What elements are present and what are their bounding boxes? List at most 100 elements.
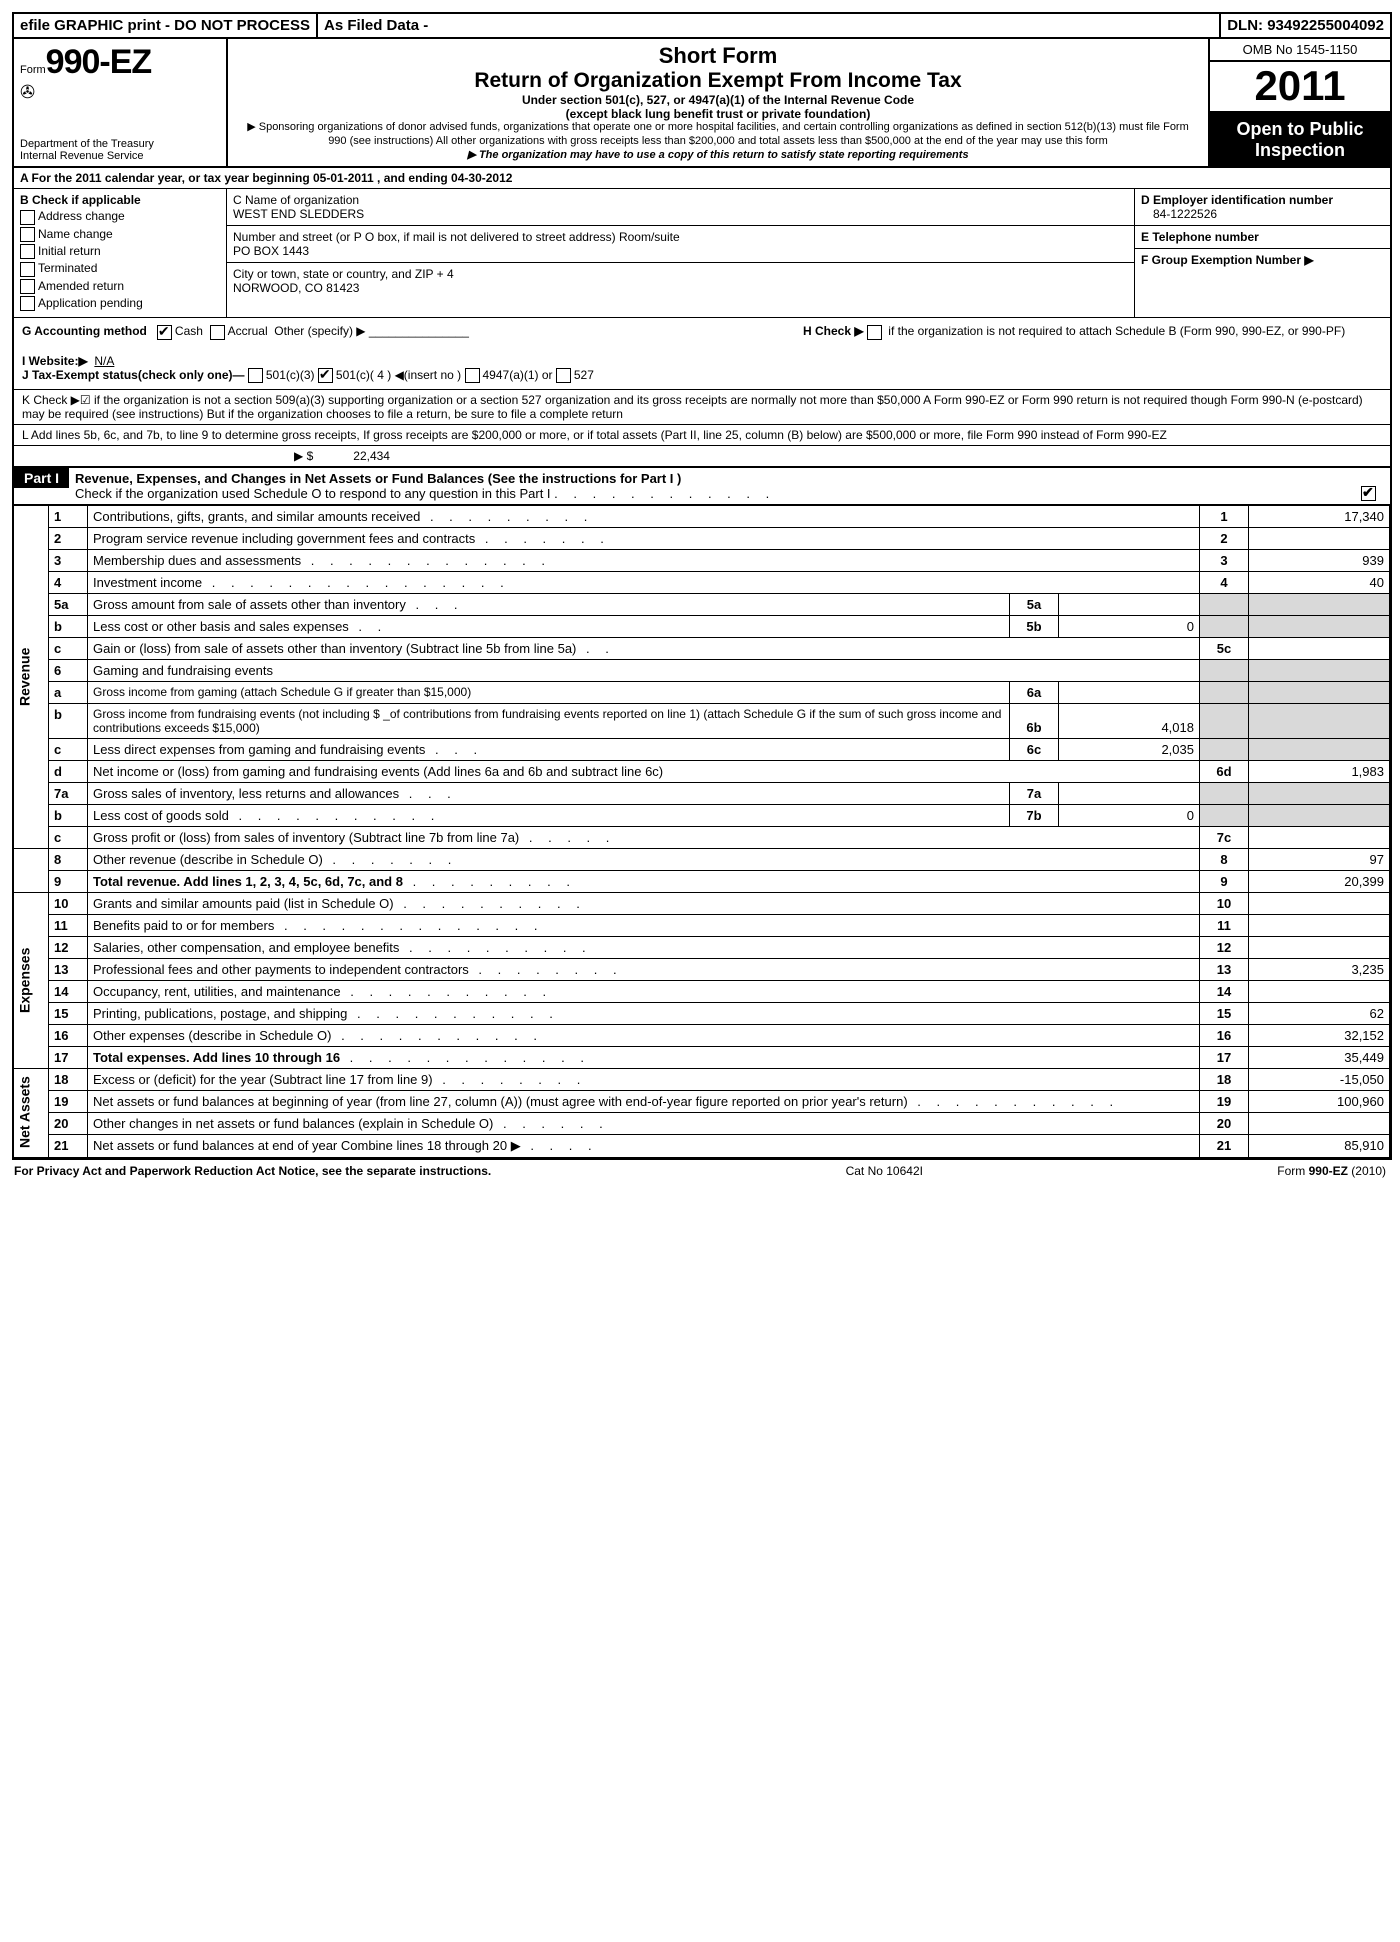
org-name: WEST END SLEDDERS bbox=[233, 207, 364, 221]
d1: Contributions, gifts, grants, and simila… bbox=[93, 509, 420, 524]
ck-schedule-o[interactable] bbox=[1361, 486, 1376, 501]
d21: Net assets or fund balances at end of ye… bbox=[93, 1138, 521, 1153]
k8: 8 bbox=[1200, 848, 1249, 870]
l-amount-label: ▶ $ bbox=[294, 449, 313, 463]
h-block: H Check ▶ if the organization is not req… bbox=[795, 318, 1390, 389]
d14: Occupancy, rent, utilities, and maintena… bbox=[93, 984, 341, 999]
d6c: Less direct expenses from gaming and fun… bbox=[93, 742, 425, 757]
n21: 21 bbox=[49, 1134, 88, 1157]
ck-501c3[interactable] bbox=[248, 368, 263, 383]
k13: 13 bbox=[1200, 958, 1249, 980]
n5b: b bbox=[49, 615, 88, 637]
d6a: Gross income from gaming (attach Schedul… bbox=[88, 681, 1010, 703]
d20: Other changes in net assets or fund bala… bbox=[93, 1116, 493, 1131]
n8: 8 bbox=[49, 848, 88, 870]
tax-year: 2011 bbox=[1210, 62, 1390, 113]
g-other: Other (specify) ▶ bbox=[274, 324, 365, 338]
j-row: J Tax-Exempt status(check only one)— 501… bbox=[22, 368, 594, 382]
ck-4947[interactable] bbox=[465, 368, 480, 383]
gh-block: G Accounting method Cash Accrual Other (… bbox=[14, 318, 1390, 390]
header-row: Form990-EZ ✇ Department of the Treasury … bbox=[14, 39, 1390, 168]
ck-initial-return[interactable]: Initial return bbox=[20, 244, 220, 259]
j-label: J Tax-Exempt status(check only one)— bbox=[22, 368, 245, 382]
k-line: K Check ▶☑ if the organization is not a … bbox=[14, 390, 1390, 425]
ck-527[interactable] bbox=[556, 368, 571, 383]
irs: Internal Revenue Service bbox=[20, 150, 220, 162]
n19: 19 bbox=[49, 1090, 88, 1112]
form-number: Form990-EZ ✇ bbox=[20, 43, 220, 103]
sv6b: 4,018 bbox=[1059, 703, 1200, 738]
ck-accrual[interactable] bbox=[210, 325, 225, 340]
n20: 20 bbox=[49, 1112, 88, 1134]
page-footer: For Privacy Act and Paperwork Reduction … bbox=[12, 1160, 1388, 1178]
sk5a: 5a bbox=[1010, 593, 1059, 615]
sponsor-note: ▶ Sponsoring organizations of donor advi… bbox=[238, 121, 1198, 149]
d18: Excess or (deficit) for the year (Subtra… bbox=[93, 1072, 433, 1087]
sv7a bbox=[1059, 782, 1200, 804]
k4: 4 bbox=[1200, 571, 1249, 593]
v3: 939 bbox=[1249, 549, 1390, 571]
b-header: B Check if applicable bbox=[20, 193, 141, 207]
k3: 3 bbox=[1200, 549, 1249, 571]
k19: 19 bbox=[1200, 1090, 1249, 1112]
k17: 17 bbox=[1200, 1046, 1249, 1068]
sk6c: 6c bbox=[1010, 738, 1059, 760]
part1-title: Revenue, Expenses, and Changes in Net As… bbox=[75, 471, 681, 486]
d5a: Gross amount from sale of assets other t… bbox=[93, 597, 406, 612]
v17: 35,449 bbox=[1249, 1046, 1390, 1068]
col-def: D Employer identification number 84-1222… bbox=[1135, 189, 1390, 317]
n6c: c bbox=[49, 738, 88, 760]
form-num-big: 990-EZ bbox=[46, 43, 152, 81]
v11 bbox=[1249, 914, 1390, 936]
ck-501c[interactable] bbox=[318, 368, 333, 383]
ck-schedule-b[interactable] bbox=[867, 325, 882, 340]
d7c: Gross profit or (loss) from sales of inv… bbox=[93, 830, 519, 845]
n12: 12 bbox=[49, 936, 88, 958]
n11: 11 bbox=[49, 914, 88, 936]
ck-address-change[interactable]: Address change bbox=[20, 209, 220, 224]
n18: 18 bbox=[49, 1068, 88, 1090]
c-name-label: C Name of organization bbox=[233, 193, 359, 207]
n13: 13 bbox=[49, 958, 88, 980]
v18: -15,050 bbox=[1249, 1068, 1390, 1090]
v16: 32,152 bbox=[1249, 1024, 1390, 1046]
dln: DLN: 93492255004092 bbox=[1221, 14, 1390, 37]
l-text: L Add lines 5b, 6c, and 7b, to line 9 to… bbox=[22, 428, 1382, 442]
k9: 9 bbox=[1200, 870, 1249, 892]
n7c: c bbox=[49, 826, 88, 848]
dept-treasury: Department of the Treasury bbox=[20, 138, 220, 150]
d5c: Gain or (loss) from sale of assets other… bbox=[93, 641, 576, 656]
website-value: N/A bbox=[94, 354, 114, 368]
row-a-tax-year: A For the 2011 calendar year, or tax yea… bbox=[14, 168, 1390, 189]
ck-terminated[interactable]: Terminated bbox=[20, 261, 220, 276]
d19: Net assets or fund balances at beginning… bbox=[93, 1094, 908, 1109]
h-label: H Check ▶ bbox=[803, 324, 864, 338]
e-phone-label: E Telephone number bbox=[1141, 230, 1259, 244]
k5c: 5c bbox=[1200, 637, 1249, 659]
d3: Membership dues and assessments bbox=[93, 553, 301, 568]
d16: Other expenses (describe in Schedule O) bbox=[93, 1028, 331, 1043]
k11: 11 bbox=[1200, 914, 1249, 936]
d6d: Net income or (loss) from gaming and fun… bbox=[88, 760, 1200, 782]
k2: 2 bbox=[1200, 527, 1249, 549]
part1-header: Part I Revenue, Expenses, and Changes in… bbox=[14, 466, 1390, 505]
ck-pending[interactable]: Application pending bbox=[20, 296, 220, 311]
d7a: Gross sales of inventory, less returns a… bbox=[93, 786, 399, 801]
ck-cash[interactable] bbox=[157, 325, 172, 340]
meta-row: B Check if applicable Address change Nam… bbox=[14, 189, 1390, 318]
k6d: 6d bbox=[1200, 760, 1249, 782]
form-990ez: efile GRAPHIC print - DO NOT PROCESS As … bbox=[12, 12, 1392, 1160]
d2: Program service revenue including govern… bbox=[93, 531, 475, 546]
c-addr-label: Number and street (or P O box, if mail i… bbox=[233, 230, 680, 244]
l-line: L Add lines 5b, 6c, and 7b, to line 9 to… bbox=[14, 425, 1390, 446]
sk7a: 7a bbox=[1010, 782, 1059, 804]
k15: 15 bbox=[1200, 1002, 1249, 1024]
i-website-label: I Website:▶ bbox=[22, 354, 88, 368]
sv7b: 0 bbox=[1059, 804, 1200, 826]
ck-amended[interactable]: Amended return bbox=[20, 279, 220, 294]
n6b: b bbox=[49, 703, 88, 738]
v20 bbox=[1249, 1112, 1390, 1134]
v15: 62 bbox=[1249, 1002, 1390, 1024]
ck-name-change[interactable]: Name change bbox=[20, 227, 220, 242]
g-label: G Accounting method bbox=[22, 324, 147, 338]
